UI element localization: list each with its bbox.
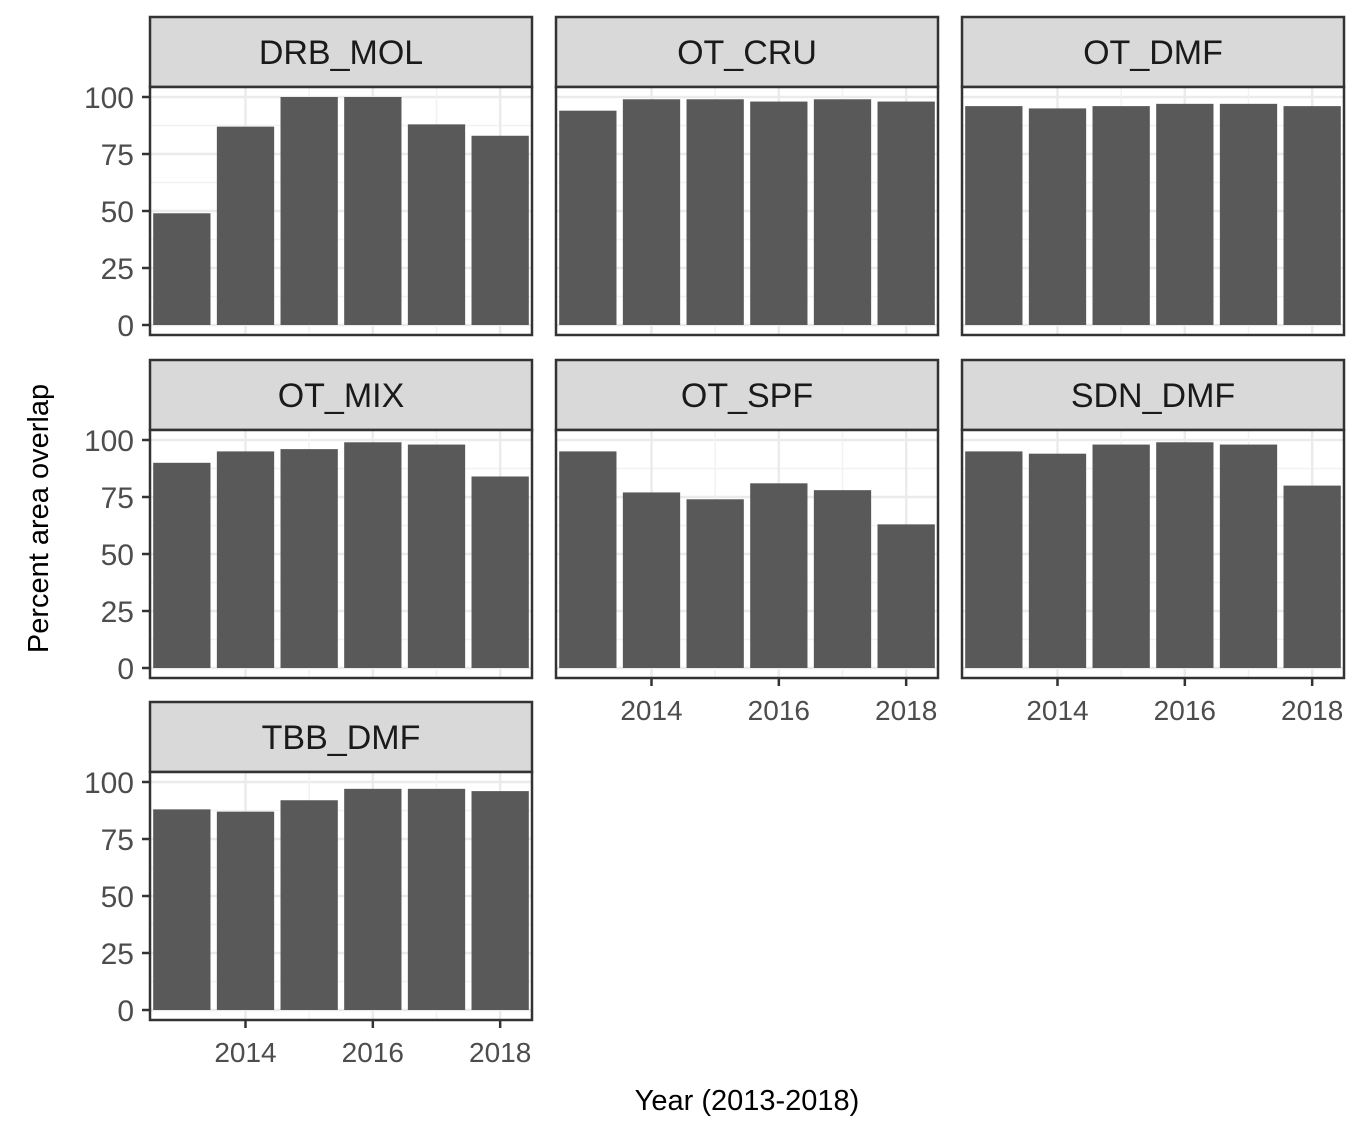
bar-2018 bbox=[877, 524, 935, 668]
bar-2018 bbox=[1283, 106, 1341, 326]
strip-label: OT_MIX bbox=[278, 377, 405, 415]
bar-2013 bbox=[153, 809, 211, 1010]
bar-2018 bbox=[471, 135, 529, 325]
panel-drb-mol: DRB_MOL 0 25 50 75 100 bbox=[84, 15, 534, 343]
panel-ot-spf: OT_SPF 2014 2016 2018 bbox=[554, 358, 940, 726]
bar-2017 bbox=[1219, 103, 1278, 325]
bar-2016 bbox=[344, 788, 402, 1010]
y-tick-label: 100 bbox=[84, 767, 134, 800]
y-axis-title: Percent area overlap bbox=[23, 384, 55, 653]
panel-border bbox=[554, 428, 940, 680]
strip-background bbox=[554, 15, 940, 89]
strip-background bbox=[960, 358, 1346, 432]
bar-2013 bbox=[153, 213, 211, 325]
bar-2015 bbox=[280, 97, 338, 325]
strip-background bbox=[148, 15, 534, 89]
panel-sdn-dmf: SDN_DMF 2014 2016 2018 bbox=[960, 358, 1346, 726]
y-tick-label: 0 bbox=[117, 310, 134, 343]
y-tick-label: 100 bbox=[84, 425, 134, 458]
bar-2017 bbox=[407, 124, 466, 325]
bar-2018 bbox=[471, 791, 529, 1010]
bar-2014 bbox=[622, 99, 681, 325]
strip-label: OT_SPF bbox=[681, 377, 813, 415]
panel-border bbox=[554, 85, 940, 337]
bar-2015 bbox=[1092, 106, 1150, 326]
bar-2014 bbox=[216, 811, 275, 1010]
bar-2015 bbox=[686, 99, 744, 325]
x-tick-label: 2014 bbox=[620, 695, 682, 726]
y-tick-label: 50 bbox=[101, 196, 134, 229]
y-tick-label: 25 bbox=[101, 253, 134, 286]
bar-2016 bbox=[1156, 442, 1214, 668]
bar-2014 bbox=[216, 126, 275, 325]
bar-2013 bbox=[559, 451, 617, 668]
bar-2017 bbox=[407, 444, 466, 668]
y-tick-label: 100 bbox=[84, 82, 134, 115]
y-tick-label: 50 bbox=[101, 881, 134, 914]
strip-label: OT_DMF bbox=[1083, 34, 1223, 72]
bar-2014 bbox=[216, 451, 275, 668]
bar-2016 bbox=[750, 483, 808, 668]
bar-2015 bbox=[686, 499, 744, 668]
x-tick-label: 2016 bbox=[342, 1037, 404, 1068]
panel-ot-dmf: OT_DMF bbox=[960, 15, 1346, 337]
bar-2015 bbox=[280, 800, 338, 1010]
y-tick-label: 50 bbox=[101, 539, 134, 572]
panel-ot-mix: OT_MIX 0 25 50 75 100 bbox=[84, 358, 534, 686]
bar-2015 bbox=[280, 449, 338, 668]
bar-2017 bbox=[813, 490, 872, 668]
y-tick-label: 75 bbox=[101, 139, 134, 172]
x-tick-label: 2018 bbox=[469, 1037, 531, 1068]
bar-2018 bbox=[1283, 485, 1341, 668]
bar-2013 bbox=[153, 462, 211, 668]
bar-2016 bbox=[750, 101, 808, 325]
bar-2013 bbox=[559, 110, 617, 326]
bar-2016 bbox=[1156, 103, 1214, 325]
x-tick-label: 2016 bbox=[1154, 695, 1216, 726]
x-tick-label: 2014 bbox=[214, 1037, 276, 1068]
bar-2016 bbox=[344, 97, 402, 325]
bar-2015 bbox=[1092, 444, 1150, 668]
bar-2017 bbox=[813, 99, 872, 325]
y-tick-label: 75 bbox=[101, 482, 134, 515]
bar-2014 bbox=[1028, 108, 1087, 326]
x-tick-label: 2018 bbox=[1281, 695, 1343, 726]
y-tick-label: 25 bbox=[101, 938, 134, 971]
bar-2014 bbox=[1028, 453, 1087, 668]
strip-label: OT_CRU bbox=[677, 34, 817, 72]
bar-2017 bbox=[407, 788, 466, 1010]
y-tick-label: 75 bbox=[101, 824, 134, 857]
strip-label: DRB_MOL bbox=[259, 34, 423, 72]
y-tick-label: 0 bbox=[117, 653, 134, 686]
strip-label: SDN_DMF bbox=[1071, 377, 1235, 415]
panel-ot-cru: OT_CRU bbox=[554, 15, 940, 337]
x-tick-label: 2014 bbox=[1026, 695, 1088, 726]
strip-label: TBB_DMF bbox=[262, 719, 421, 757]
bar-2018 bbox=[471, 476, 529, 668]
panel-border bbox=[960, 428, 1346, 680]
strip-background bbox=[148, 700, 534, 774]
strip-background bbox=[960, 15, 1346, 89]
strip-background bbox=[148, 358, 534, 432]
bar-2013 bbox=[965, 106, 1023, 326]
y-tick-label: 25 bbox=[101, 596, 134, 629]
x-tick-label: 2018 bbox=[875, 695, 937, 726]
x-axis-title: Year (2013-2018) bbox=[635, 1085, 860, 1117]
bar-2018 bbox=[877, 101, 935, 325]
y-tick-label: 0 bbox=[117, 995, 134, 1028]
bar-2016 bbox=[344, 442, 402, 668]
strip-background bbox=[554, 358, 940, 432]
bar-2017 bbox=[1219, 444, 1278, 668]
bar-2014 bbox=[622, 492, 681, 668]
bar-2013 bbox=[965, 451, 1023, 668]
x-tick-label: 2016 bbox=[748, 695, 810, 726]
panel-tbb-dmf: TBB_DMF 0 25 50 75 100 2014 2016 2018 bbox=[84, 700, 534, 1068]
panel-border bbox=[960, 85, 1346, 337]
